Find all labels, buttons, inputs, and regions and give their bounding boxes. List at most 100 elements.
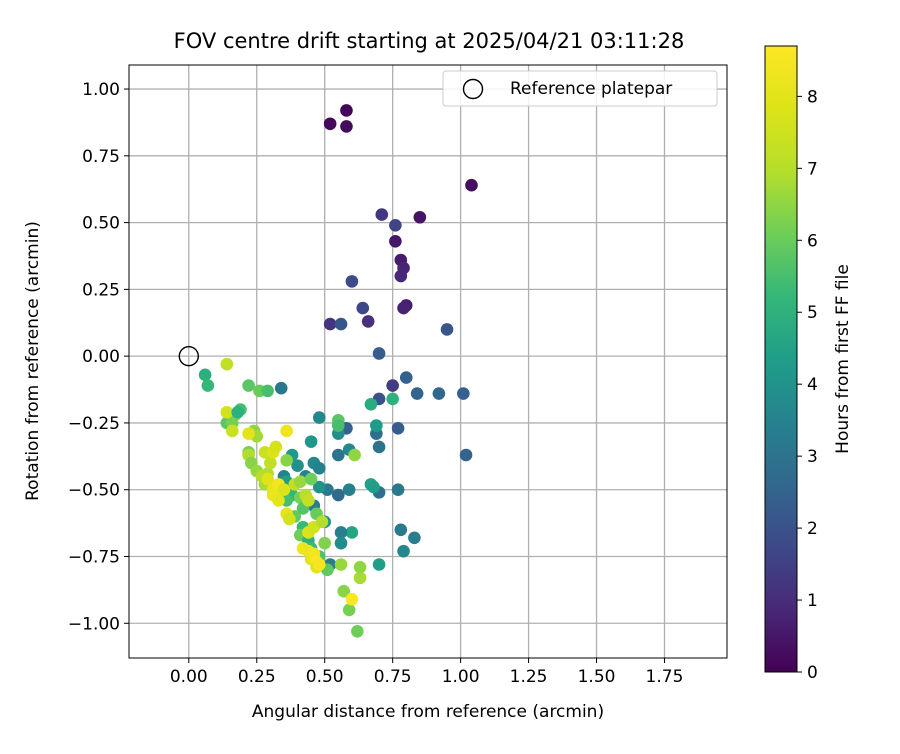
data-point — [356, 301, 370, 315]
data-point — [397, 544, 410, 558]
data-point — [397, 301, 410, 315]
data-point — [340, 104, 353, 117]
data-point — [457, 387, 470, 400]
data-point — [312, 480, 326, 494]
x-tick-label: 1.75 — [646, 667, 684, 687]
data-point — [340, 120, 353, 133]
data-point — [370, 419, 383, 432]
x-axis-label: Angular distance from reference (arcmin) — [252, 702, 604, 722]
colorbar-ticks: 0 1 2 3 4 5 6 7 8 — [797, 87, 818, 683]
colorbar-tick-label: 8 — [807, 87, 818, 107]
data-point — [283, 512, 296, 526]
data-point — [345, 275, 359, 288]
data-point — [242, 427, 255, 440]
data-point — [399, 371, 413, 384]
grid — [129, 65, 727, 658]
data-point — [274, 381, 288, 395]
data-point — [372, 558, 386, 571]
colorbar-tick-label: 4 — [807, 375, 818, 395]
data-point — [269, 440, 283, 454]
data-point — [318, 536, 332, 550]
data-point — [353, 560, 367, 574]
data-point — [410, 387, 424, 400]
data-point — [465, 178, 478, 192]
data-point — [220, 357, 234, 371]
colorbar-tick-label: 5 — [807, 303, 818, 323]
data-point — [391, 483, 405, 497]
legend: Reference platepar — [442, 70, 718, 107]
colorbar-tick-label: 1 — [807, 591, 818, 611]
chart-title: FOV centre drift starting at 2025/04/21 … — [174, 29, 685, 53]
data-point — [345, 592, 359, 606]
y-tick-label: 1.00 — [82, 80, 120, 100]
data-point — [334, 317, 348, 331]
data-point — [440, 323, 454, 336]
data-point — [372, 440, 386, 454]
colorbar-tick-label: 0 — [807, 663, 818, 683]
reference-platepar-marker — [178, 345, 200, 367]
data-point — [312, 411, 326, 424]
data-point — [337, 584, 351, 598]
data-point — [312, 558, 326, 571]
y-tick-label: −0.75 — [68, 547, 120, 567]
data-point — [225, 424, 239, 438]
data-point — [389, 218, 402, 232]
y-tick-label: −1.00 — [68, 614, 120, 634]
y-tick-label: −0.25 — [68, 414, 120, 434]
data-point — [261, 384, 274, 398]
data-point — [394, 269, 408, 283]
colorbar-tick-label: 3 — [807, 447, 818, 467]
data-point — [345, 526, 359, 539]
data-point — [389, 234, 402, 248]
data-point — [201, 379, 215, 392]
data-point — [351, 624, 364, 638]
data-point — [231, 405, 245, 419]
data-point — [315, 515, 329, 529]
x-tick-label: 1.25 — [510, 667, 548, 687]
data-point — [323, 317, 337, 331]
data-point — [364, 397, 378, 411]
y-tick-label: 0.50 — [82, 214, 120, 234]
x-tick-label: 0.00 — [170, 667, 208, 687]
data-point — [280, 454, 293, 467]
data-point — [323, 117, 337, 131]
data-point — [332, 488, 345, 502]
legend-entry-reference-platepar: Reference platepar — [510, 79, 672, 99]
legend-marker-icon — [462, 78, 484, 100]
data-point — [372, 347, 386, 360]
data-point — [261, 472, 274, 486]
colorbar-tick-label: 2 — [807, 519, 818, 539]
x-tick-label: 0.50 — [306, 667, 344, 687]
data-point — [361, 315, 375, 328]
plot-frame — [128, 64, 728, 659]
data-point — [459, 448, 473, 462]
y-tick-label: 0.00 — [82, 347, 120, 367]
data-point — [432, 387, 446, 400]
x-tick-label: 1.00 — [442, 667, 480, 687]
data-point — [312, 462, 326, 475]
data-point — [367, 480, 380, 494]
x-tick-label: 0.75 — [374, 667, 412, 687]
colorbar-label: Hours from first FF file — [833, 264, 853, 454]
data-point — [342, 483, 356, 497]
x-axis-ticks: 0.00 0.25 0.50 0.75 1.00 1.25 1.50 1.75 — [170, 658, 684, 687]
data-point — [386, 379, 399, 392]
data-point — [332, 448, 345, 462]
x-tick-label: 0.25 — [238, 667, 276, 687]
y-tick-label: 0.25 — [82, 280, 120, 300]
data-point — [293, 475, 307, 489]
colorbar-tick-label: 6 — [807, 231, 818, 251]
data-point — [375, 208, 389, 221]
data-point — [277, 483, 291, 497]
data-point — [348, 448, 361, 462]
data-point — [342, 603, 356, 617]
y-tick-label: 0.75 — [82, 147, 120, 167]
y-tick-label: −0.50 — [68, 481, 120, 501]
data-point — [280, 424, 293, 438]
data-point — [334, 526, 348, 539]
data-point — [264, 456, 277, 470]
colorbar — [764, 45, 798, 673]
data-point — [332, 419, 345, 432]
